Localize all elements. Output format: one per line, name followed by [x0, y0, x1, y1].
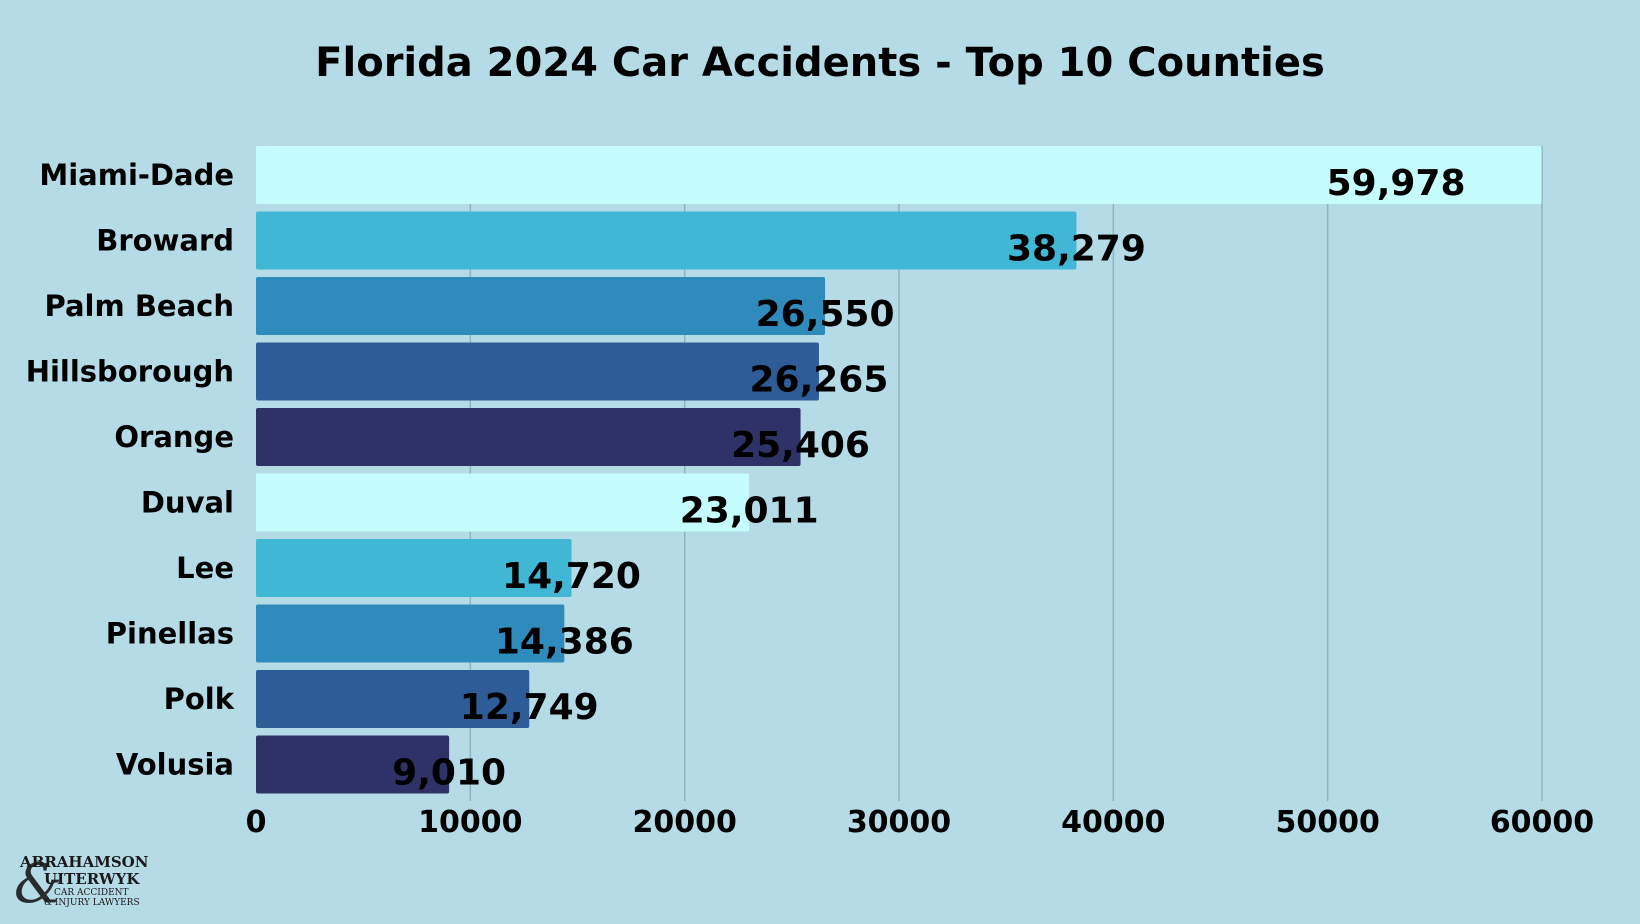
bar: [256, 408, 801, 466]
logo-line-1: ABRAHAMSON: [19, 853, 149, 871]
category-label: Miami-Dade: [39, 158, 234, 192]
data-label: 26,265: [749, 360, 888, 401]
x-tick-label: 0: [246, 805, 267, 840]
x-tick-label: 60000: [1490, 805, 1594, 840]
category-labels: Miami-Dade Broward Palm Beach Hillsborough O…: [26, 158, 235, 782]
category-label: Orange: [114, 420, 234, 454]
logo-line-2: UITERWYK: [44, 870, 140, 888]
category-label: Volusia: [116, 748, 234, 782]
x-tick-label: 40000: [1061, 805, 1165, 840]
data-label: 26,550: [756, 294, 895, 335]
category-label: Hillsborough: [26, 355, 234, 389]
data-label: 59,978: [1327, 163, 1466, 204]
bar: [256, 277, 826, 335]
category-label: Lee: [176, 551, 234, 585]
bar: [256, 342, 819, 401]
data-label: 14,386: [495, 622, 634, 663]
x-axis-tick-labels: 0 10000 20000 30000 40000 50000 60000: [246, 805, 1595, 840]
bar: [256, 211, 1077, 270]
bar: [256, 539, 572, 597]
category-label: Palm Beach: [45, 289, 234, 323]
category-label: Polk: [164, 682, 235, 716]
logo-line-3: CAR ACCIDENT: [54, 888, 129, 898]
data-labels: 59,978 38,279 26,550 26,265 25,406 23,011 14,7…: [392, 163, 1465, 794]
company-logo: & ABRAHAMSON UITERWYK CAR ACCIDENT & INJ…: [14, 852, 149, 915]
chart-title: Florida 2024 Car Accidents - Top 10 Coun…: [315, 40, 1325, 86]
category-label: Broward: [96, 224, 234, 258]
x-tick-label: 10000: [418, 805, 522, 840]
data-label: 25,406: [731, 425, 870, 466]
x-tick-label: 20000: [632, 805, 736, 840]
bar: [256, 604, 565, 663]
logo-line-4: & INJURY LAWYERS: [44, 898, 140, 908]
x-tick-label: 50000: [1275, 805, 1379, 840]
data-label: 23,011: [680, 491, 819, 532]
data-label: 9,010: [392, 753, 506, 794]
data-label: 38,279: [1007, 229, 1146, 270]
bars: [256, 146, 1542, 794]
category-label: Duval: [141, 486, 234, 520]
data-label: 12,749: [460, 687, 599, 728]
logo-monogram: &: [14, 852, 62, 915]
bar: [256, 473, 750, 532]
data-label: 14,720: [502, 556, 641, 597]
bar: [256, 670, 530, 728]
bar: [256, 735, 450, 794]
x-tick-label: 30000: [847, 805, 951, 840]
category-label: Pinellas: [106, 617, 234, 651]
bar: [256, 146, 1542, 204]
